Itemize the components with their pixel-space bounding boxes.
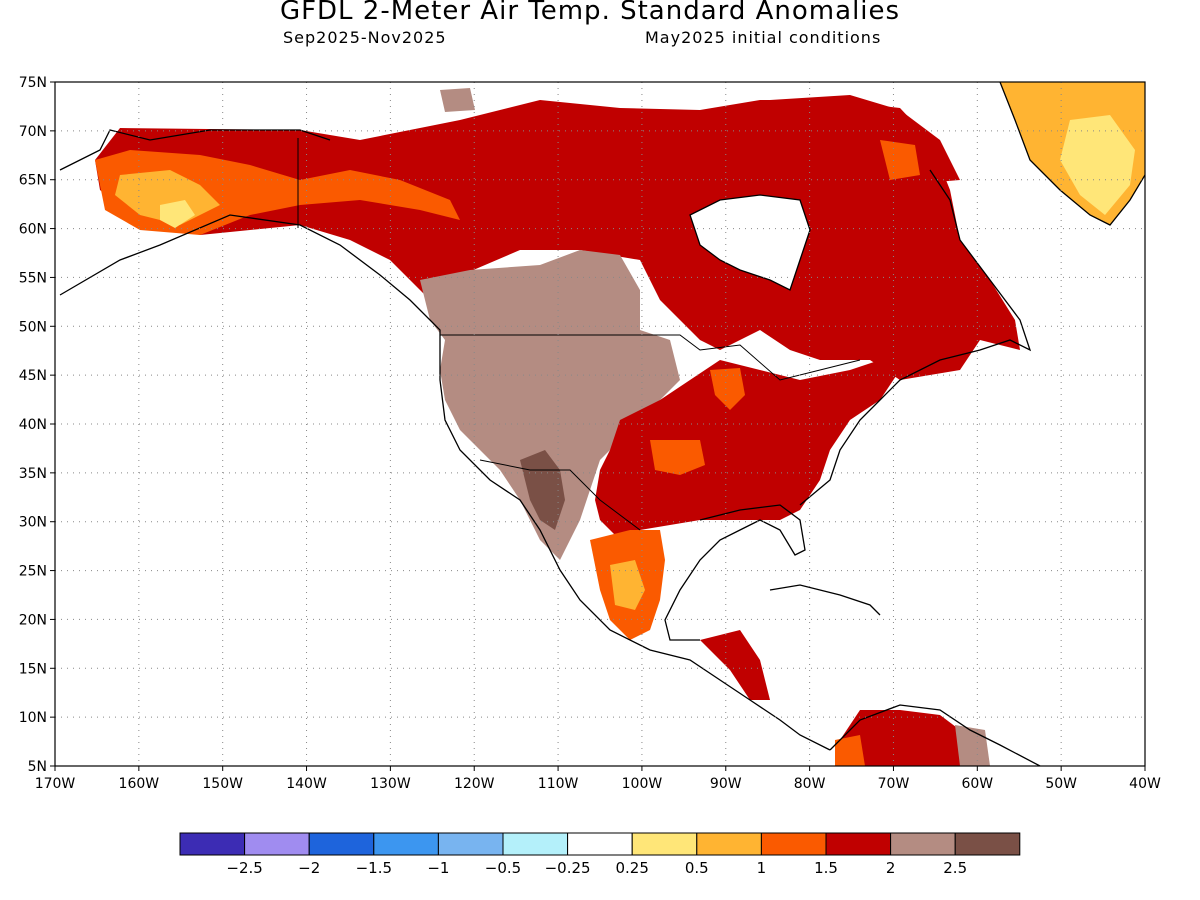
anomaly-region-canada bbox=[95, 100, 1020, 380]
lon-tick-label: 100W bbox=[622, 776, 663, 792]
colorbar-swatch bbox=[954, 832, 1021, 856]
colorbar-swatch bbox=[437, 832, 504, 856]
colorbar-label: 1.5 bbox=[814, 859, 838, 877]
coastline-greenland bbox=[999, 82, 1145, 226]
colorbar-swatch bbox=[696, 832, 762, 856]
anomaly-region-mexico-light-orange bbox=[610, 560, 645, 610]
border-us-canada bbox=[440, 334, 861, 381]
lat-tick-label: 20N bbox=[19, 612, 47, 628]
colorbar-swatch bbox=[373, 832, 439, 856]
lon-tick-label: 60W bbox=[961, 776, 993, 792]
colorbar: −2.5 −2 −1.5 −1 −0.5 −0.25 0.25 0.5 1 1.5 2 2.5 bbox=[179, 832, 1021, 877]
anomaly-region-alaska-yellow bbox=[160, 200, 195, 228]
lon-tick-label: 120W bbox=[454, 776, 495, 792]
colorbar-label: 0.5 bbox=[685, 859, 709, 877]
colorbar-label: 2 bbox=[886, 859, 896, 877]
colorbar-swatch bbox=[760, 832, 827, 856]
coastlines bbox=[59, 82, 1145, 766]
axis-ticks: 75N 70N 65N 60N 55N 50N 45N 40N 35N 30N 25N 20N 15N 1… bbox=[19, 75, 1161, 792]
anomaly-region-south-america bbox=[840, 710, 970, 766]
colorbar-label: −0.25 bbox=[545, 859, 591, 877]
forecast-period: Sep2025-Nov2025 bbox=[283, 28, 447, 47]
lon-tick-label: 80W bbox=[794, 776, 826, 792]
colorbar-swatch bbox=[631, 832, 698, 856]
lon-tick-label: 170W bbox=[35, 776, 76, 792]
colorbar-label: −1.5 bbox=[356, 859, 392, 877]
lat-tick-label: 15N bbox=[19, 661, 47, 677]
lat-tick-label: 50N bbox=[19, 319, 47, 335]
colorbar-label: 2.5 bbox=[943, 859, 967, 877]
lat-tick-label: 35N bbox=[19, 466, 47, 482]
lat-tick-label: 45N bbox=[19, 368, 47, 384]
initial-conditions: May2025 initial conditions bbox=[645, 28, 882, 47]
lat-tick-label: 10N bbox=[19, 710, 47, 726]
coastline-hudson-bay bbox=[689, 194, 811, 291]
colorbar-label: 0.25 bbox=[615, 859, 648, 877]
lon-tick-label: 160W bbox=[119, 776, 160, 792]
colorbar-swatch bbox=[308, 832, 375, 856]
coastline-north-america-east bbox=[664, 504, 806, 641]
anomaly-region-texas-orange bbox=[650, 440, 705, 475]
colorbar-label: 1 bbox=[757, 859, 767, 877]
colorbar-label: −1 bbox=[427, 859, 449, 877]
lat-tick-label: 60N bbox=[19, 222, 47, 238]
anomaly-fields bbox=[95, 82, 1145, 766]
anomaly-region-alaska-light-orange bbox=[115, 170, 220, 225]
lat-tick-label: 75N bbox=[19, 75, 47, 91]
colorbar-label: −0.5 bbox=[485, 859, 521, 877]
lon-tick-label: 50W bbox=[1045, 776, 1077, 792]
lon-tick-label: 90W bbox=[710, 776, 742, 792]
colorbar-label: −2.5 bbox=[226, 859, 262, 877]
coastline-alaska bbox=[59, 129, 331, 171]
lat-tick-label: 30N bbox=[19, 515, 47, 531]
lat-tick-label: 65N bbox=[19, 173, 47, 189]
coastline-south-america bbox=[829, 704, 1041, 766]
colorbar-label: −2 bbox=[298, 859, 320, 877]
colorbar-swatch bbox=[567, 832, 633, 856]
anomaly-region-greenland-yellow bbox=[1060, 115, 1135, 215]
coastline-atlantic bbox=[799, 169, 1032, 506]
lon-tick-label: 40W bbox=[1129, 776, 1161, 792]
anomaly-region-hudson-bay bbox=[690, 195, 810, 290]
lat-tick-label: 5N bbox=[28, 759, 47, 775]
colorbar-swatch bbox=[825, 832, 892, 856]
anomaly-region-arctic-orange bbox=[880, 140, 920, 180]
anomaly-region-great-lakes-orange bbox=[710, 368, 745, 410]
colorbar-swatch bbox=[244, 832, 310, 856]
lat-tick-label: 70N bbox=[19, 124, 47, 140]
colorbar-swatch bbox=[890, 832, 956, 856]
lat-tick-label: 25N bbox=[19, 564, 47, 580]
anomaly-region-arctic-brown bbox=[440, 88, 475, 112]
lon-tick-label: 140W bbox=[286, 776, 327, 792]
anomaly-region-south-america-orange bbox=[835, 735, 865, 766]
colorbar-swatch bbox=[502, 832, 569, 856]
anomaly-region-west-us-brown bbox=[420, 250, 680, 560]
map-title: GFDL 2-Meter Air Temp. Standard Anomalie… bbox=[279, 0, 901, 26]
coastline-north-america-west bbox=[59, 214, 831, 751]
lon-tick-label: 130W bbox=[370, 776, 411, 792]
coastline-cuba bbox=[769, 584, 881, 616]
lon-tick-label: 110W bbox=[538, 776, 579, 792]
lat-tick-label: 55N bbox=[19, 270, 47, 286]
lon-tick-label: 70W bbox=[878, 776, 910, 792]
anomaly-region-central-america bbox=[700, 630, 770, 700]
lon-tick-label: 150W bbox=[202, 776, 243, 792]
graticule bbox=[55, 82, 1145, 766]
lat-tick-label: 40N bbox=[19, 417, 47, 433]
colorbar-swatch bbox=[179, 832, 246, 856]
anomaly-region-eastern-us bbox=[595, 360, 900, 540]
border-us-mexico bbox=[479, 459, 641, 531]
